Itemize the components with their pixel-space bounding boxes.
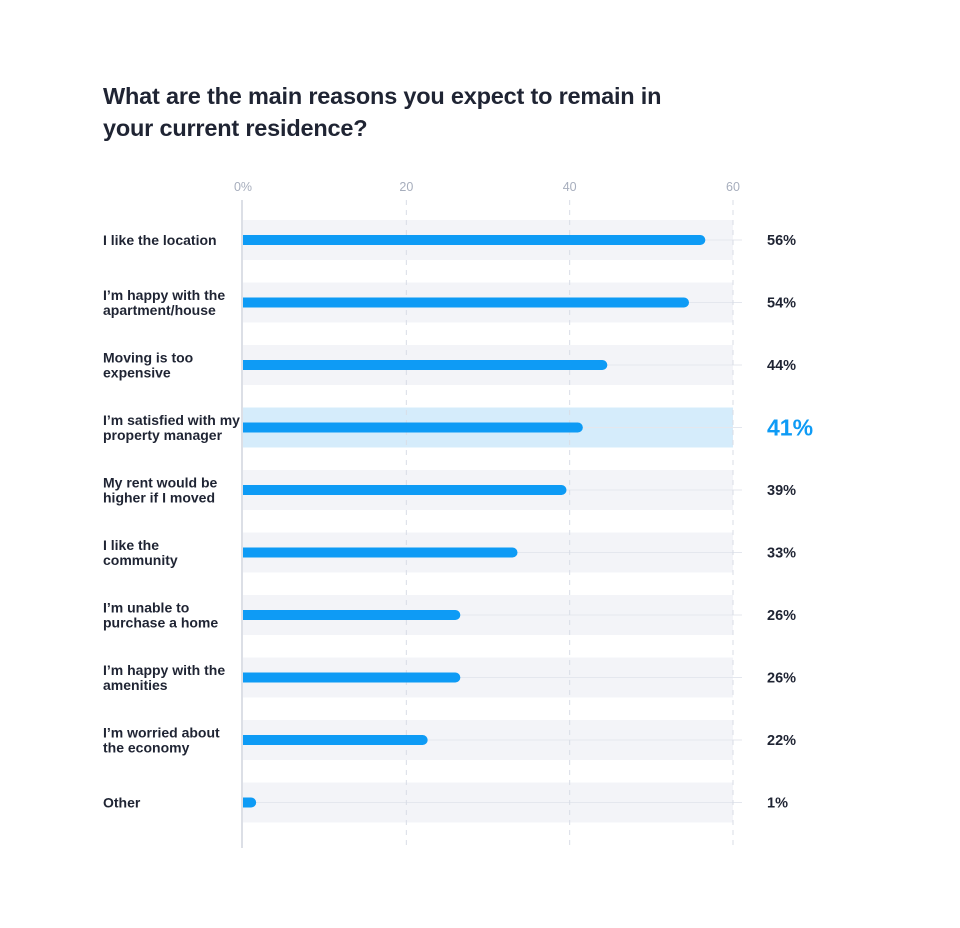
bar-cap [243,422,249,433]
bar [243,422,583,433]
bar [243,360,608,370]
bar [243,485,567,495]
category-label: I’m happy with the amenities [103,662,225,693]
bar-cap [243,235,249,245]
value-label: 44% [767,358,796,374]
value-label: 26% [767,608,796,624]
value-label: 39% [767,483,796,499]
value-label: 26% [767,671,796,687]
x-tick-label: 40 [563,180,577,194]
bar-cap [243,797,249,808]
bar-cap [243,297,249,308]
category-label: I’m worried about the economy [103,725,220,756]
value-labels: 56% 54% 44% 41% 39% 33% 26% 26% 22% 1% [767,233,813,812]
category-labels: I like the location I’m happy with the apa… [103,232,240,811]
x-tick-label: 60 [726,180,740,194]
bar-cap [243,610,249,620]
bar [243,235,706,245]
bar-cap [243,672,249,683]
bar [243,735,428,745]
bar-cap [243,360,249,370]
value-label: 56% [767,233,796,249]
value-label: 41% [767,415,813,441]
value-label: 1% [767,796,788,812]
value-label: 22% [767,733,796,749]
x-tick-label: 20 [399,180,413,194]
category-label: I’m unable to purchase a home [103,600,218,631]
bars [243,235,706,808]
bar [243,610,461,620]
value-label: 54% [767,296,796,312]
chart-title: What are the main reasons you expect to … [103,83,662,141]
bar [243,547,518,558]
x-axis-ticks: 0% 20 40 60 [234,180,740,194]
category-label: I’m happy with the apartment/house [103,287,225,318]
value-label: 33% [767,546,796,562]
category-label: I like the location [103,232,217,248]
category-label: Other [103,795,141,811]
bar-cap [243,485,249,495]
x-tick-label: 0% [234,180,252,194]
category-label: My rent would be higher if I moved [103,475,218,506]
bar [243,297,689,308]
bar [243,672,461,683]
row-bands [243,220,742,823]
category-label: I’m satisfied with my property manager [103,412,240,443]
category-label: Moving is too expensive [103,350,193,381]
bar-cap [243,735,249,745]
category-label: I like the community [103,537,178,568]
bar-cap [243,547,249,558]
